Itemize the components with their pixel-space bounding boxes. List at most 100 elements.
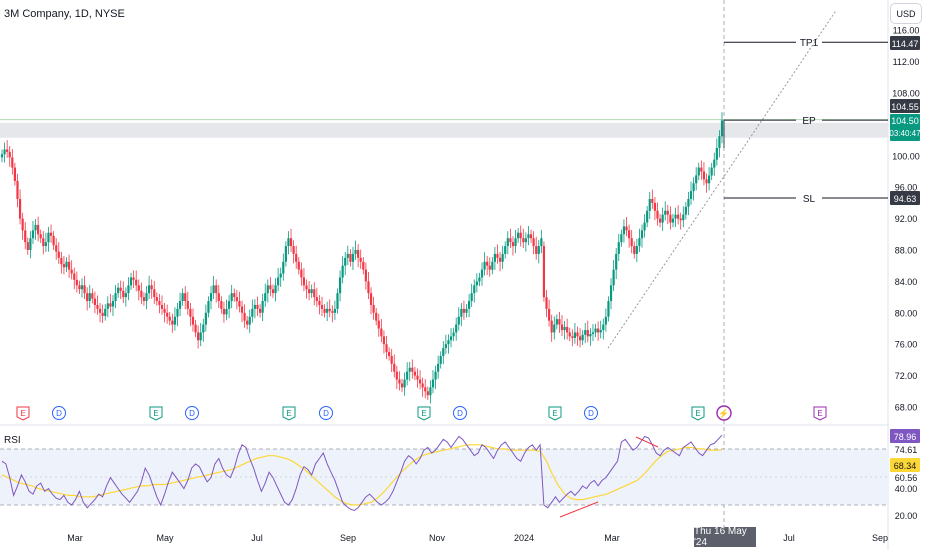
candle: [284, 246, 287, 262]
candle: [566, 326, 569, 333]
earnings-letter: E: [20, 409, 25, 418]
candle: [137, 285, 140, 291]
candle: [656, 210, 659, 219]
candle: [488, 265, 491, 270]
candle: [519, 232, 522, 239]
candle: [21, 218, 24, 231]
chart-title: 3M Company, 1D, NYSE: [4, 8, 125, 20]
candle: [462, 308, 466, 313]
candle: [514, 238, 517, 247]
candle: [480, 269, 484, 278]
candle: [408, 367, 411, 372]
last-price-badge: [890, 114, 920, 141]
candle: [122, 290, 125, 298]
candle: [326, 308, 329, 313]
candle: [253, 304, 257, 309]
candle: [160, 304, 164, 309]
candle: [506, 238, 509, 247]
candle: [679, 218, 682, 221]
candle: [78, 285, 81, 290]
candle: [511, 242, 515, 247]
candle: [547, 308, 551, 321]
candle: [395, 371, 398, 380]
dividend-icon: [584, 406, 598, 420]
candle: [346, 253, 349, 258]
candle: [65, 261, 68, 268]
candle: [387, 352, 391, 356]
candle: [473, 285, 476, 294]
candle: [217, 293, 220, 302]
candle: [586, 330, 589, 337]
candle: [498, 257, 502, 262]
candle: [230, 293, 233, 302]
candle: [0, 154, 4, 158]
candle: [576, 332, 579, 337]
candle: [212, 285, 215, 294]
candle: [609, 285, 613, 302]
candle: [209, 293, 213, 302]
candle: [702, 171, 706, 180]
candle: [29, 238, 32, 250]
candle: [648, 198, 651, 211]
candle: [11, 157, 14, 168]
candle: [442, 348, 445, 356]
candle: [52, 235, 55, 246]
time-tick-label: Sep: [872, 533, 888, 543]
shaded-zone-rect: [0, 122, 888, 138]
candle: [700, 167, 703, 172]
candle: [584, 330, 587, 335]
earnings-letter: E: [695, 409, 700, 418]
earnings-icon: [813, 406, 827, 421]
candle: [524, 238, 527, 243]
sl-price-badge-text: 94.63: [894, 194, 917, 204]
candle: [295, 253, 298, 262]
candle: [357, 250, 360, 258]
candle: [191, 316, 195, 325]
level-label: TP1: [800, 38, 819, 49]
candle: [537, 246, 540, 254]
candle: [682, 214, 685, 221]
candle: [664, 210, 667, 215]
candle: [486, 261, 489, 266]
candle: [457, 316, 460, 325]
candle: [483, 261, 486, 270]
candle: [13, 167, 17, 181]
price-tick-label: 72.00: [895, 371, 918, 381]
earnings-icon: [282, 406, 296, 421]
earnings-icon: [16, 406, 30, 421]
rsi-value-text: 78.96: [894, 432, 917, 442]
candle: [264, 293, 267, 302]
candle: [282, 261, 285, 274]
candle: [620, 234, 623, 243]
candle: [313, 289, 316, 298]
sl-price-badge: [890, 191, 920, 205]
candle: [106, 303, 109, 309]
ep-price-badge: [890, 99, 920, 113]
candle: [509, 238, 512, 243]
candle: [522, 238, 525, 243]
candle: [661, 214, 664, 223]
candle: [336, 293, 339, 309]
candle: [83, 285, 86, 294]
candle: [256, 304, 259, 309]
candle: [155, 297, 158, 302]
candle: [197, 332, 200, 341]
candle: [385, 344, 388, 353]
candle: [692, 183, 695, 192]
rsi-divergence-bull: [559, 501, 599, 518]
candle: [418, 379, 422, 384]
candle: [372, 304, 375, 313]
candle: [571, 336, 574, 338]
level-label: EP: [802, 116, 816, 127]
currency-button[interactable]: USD: [890, 3, 922, 24]
candle: [713, 159, 716, 168]
candle: [362, 261, 365, 270]
candle: [398, 379, 401, 384]
rsi-tick-label: 74.61: [895, 445, 918, 455]
candle: [591, 332, 595, 334]
candle: [26, 242, 29, 250]
candle: [715, 147, 718, 160]
candle: [60, 257, 63, 265]
candle: [98, 308, 102, 313]
